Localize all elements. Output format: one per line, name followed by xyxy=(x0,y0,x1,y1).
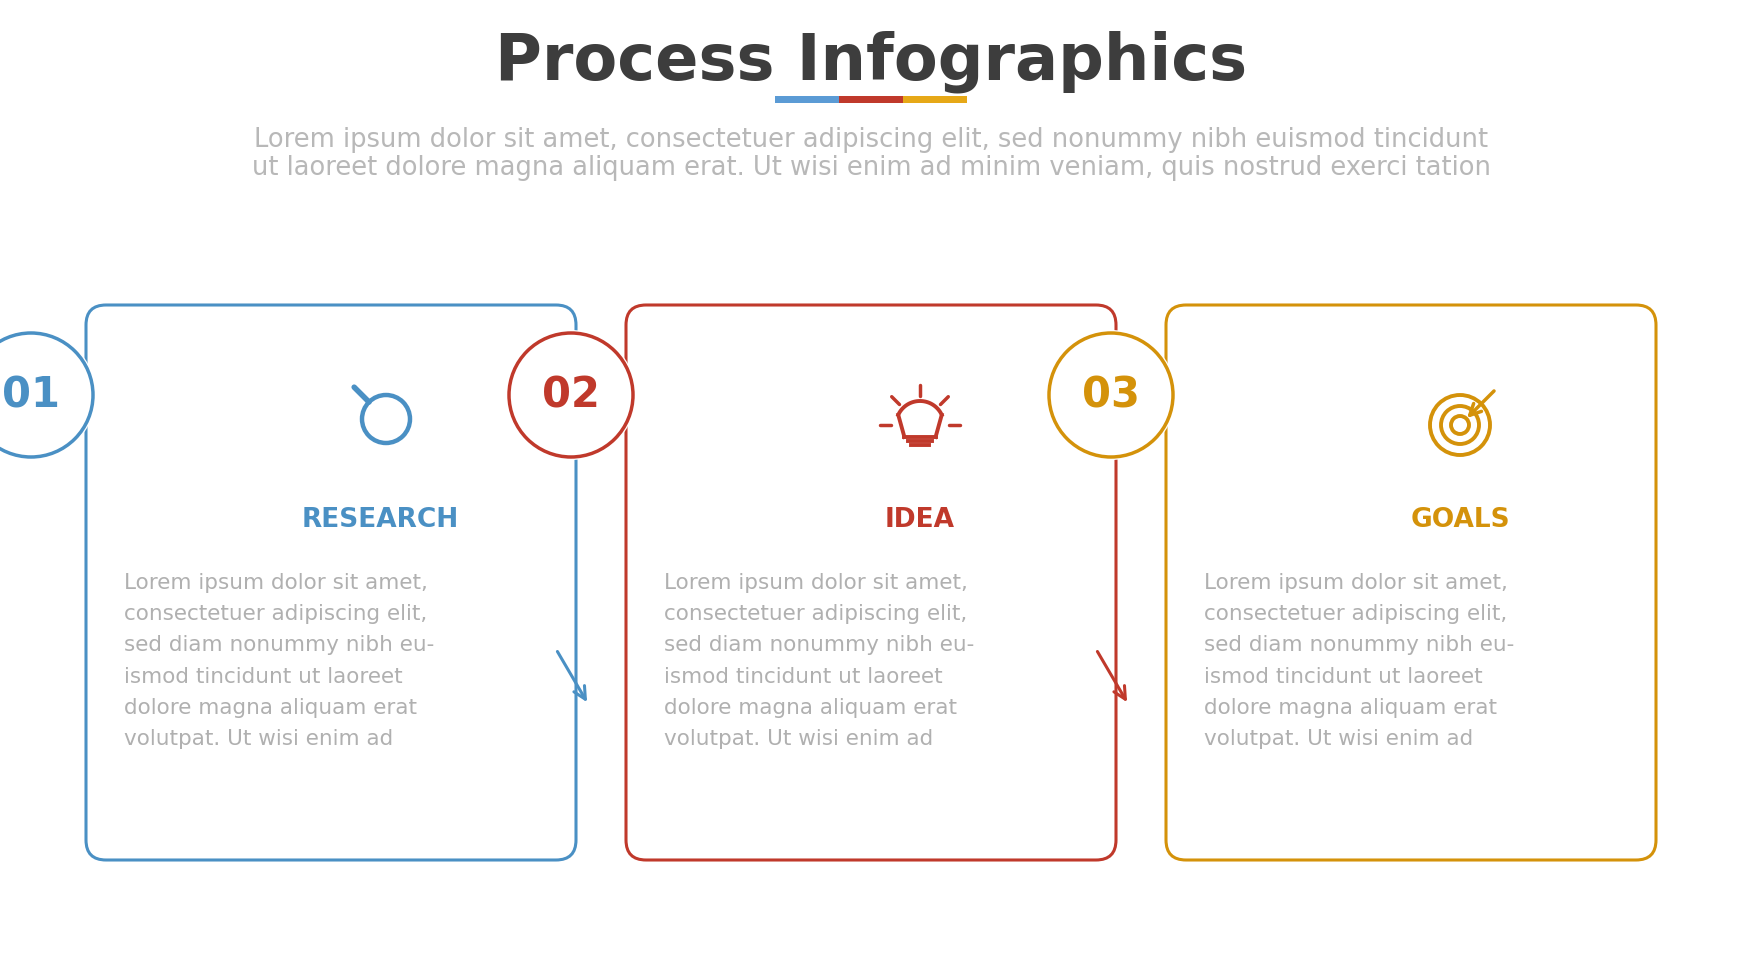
FancyBboxPatch shape xyxy=(625,305,1117,860)
Circle shape xyxy=(1049,333,1172,457)
Text: Lorem ipsum dolor sit amet, consectetuer adipiscing elit, sed nonummy nibh euism: Lorem ipsum dolor sit amet, consectetuer… xyxy=(254,127,1488,153)
Bar xyxy=(902,96,967,103)
Circle shape xyxy=(509,333,632,457)
Circle shape xyxy=(0,330,96,460)
FancyBboxPatch shape xyxy=(85,305,577,860)
Text: Process Infographics: Process Infographics xyxy=(495,30,1247,93)
Text: GOALS: GOALS xyxy=(1411,507,1510,533)
Circle shape xyxy=(505,330,636,460)
Text: RESEARCH: RESEARCH xyxy=(301,507,458,533)
Text: 01: 01 xyxy=(2,374,59,416)
Text: Lorem ipsum dolor sit amet,
consectetuer adipiscing elit,
sed diam nonummy nibh : Lorem ipsum dolor sit amet, consectetuer… xyxy=(1204,573,1514,749)
Circle shape xyxy=(0,333,92,457)
Text: ut laoreet dolore magna aliquam erat. Ut wisi enim ad minim veniam, quis nostrud: ut laoreet dolore magna aliquam erat. Ut… xyxy=(251,155,1491,181)
Text: 03: 03 xyxy=(1082,374,1139,416)
Bar xyxy=(840,96,902,103)
Circle shape xyxy=(1045,330,1176,460)
Text: IDEA: IDEA xyxy=(885,507,955,533)
Text: 02: 02 xyxy=(542,374,599,416)
FancyBboxPatch shape xyxy=(1165,305,1657,860)
Text: Lorem ipsum dolor sit amet,
consectetuer adipiscing elit,
sed diam nonummy nibh : Lorem ipsum dolor sit amet, consectetuer… xyxy=(664,573,974,749)
Text: Lorem ipsum dolor sit amet,
consectetuer adipiscing elit,
sed diam nonummy nibh : Lorem ipsum dolor sit amet, consectetuer… xyxy=(124,573,434,749)
Bar xyxy=(775,96,840,103)
